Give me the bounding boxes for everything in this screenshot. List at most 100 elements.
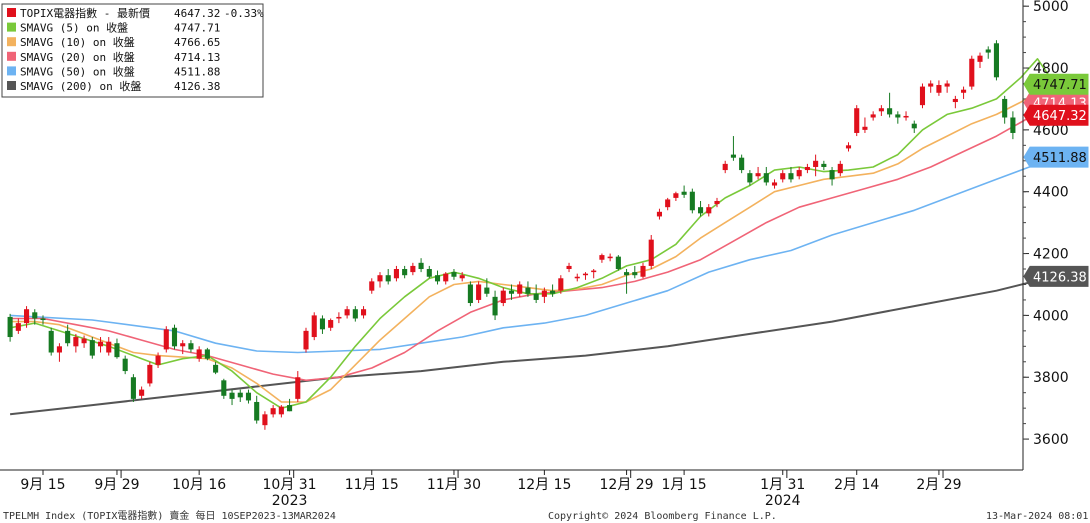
candle-body — [106, 341, 112, 353]
legend-sma5-swatch — [7, 22, 16, 32]
footer-copyright: Copyright© 2024 Bloomberg Finance L.P. — [548, 511, 777, 522]
candle-body — [459, 275, 465, 279]
candle-body — [451, 272, 457, 277]
candle-body — [114, 343, 120, 358]
candle-body — [961, 89, 967, 93]
candle-body — [319, 318, 325, 330]
candle-body — [582, 273, 589, 276]
candles — [7, 40, 1016, 430]
x-tick-label: 2月 29 — [916, 477, 961, 493]
legend-sma50-value: 4511.88 — [174, 65, 220, 78]
candle-body — [492, 296, 498, 316]
candle-body — [7, 316, 13, 338]
candle-body — [402, 269, 408, 276]
candle-body — [484, 287, 490, 294]
legend-sma10-label: SMAVG (10) on 收盤 — [20, 35, 135, 49]
candle-body — [665, 199, 671, 208]
candle-body — [911, 123, 917, 129]
y-tick-label: 4600 — [1033, 123, 1069, 139]
candle-body — [706, 207, 712, 214]
candle-body — [254, 401, 260, 421]
x-tick-label: 11月 30 — [427, 477, 481, 493]
y-tick-label: 3600 — [1033, 432, 1069, 448]
candle-body — [65, 330, 71, 344]
candle-body — [944, 83, 950, 87]
y-tick-label: 4200 — [1033, 247, 1069, 263]
candle-body — [722, 163, 728, 171]
sma5-line — [9, 58, 1055, 409]
axes: 3600 3800 4000 4200 4400 4600 4800 5000 9月 15 9月 … — [0, 0, 1069, 509]
candle-body — [24, 309, 30, 324]
legend-sma5-value: 4747.71 — [174, 22, 220, 35]
candle-body — [854, 108, 860, 133]
candle-body — [624, 272, 630, 276]
legend-sma20-swatch — [7, 51, 16, 61]
candle-body — [566, 265, 572, 270]
candle-body — [673, 193, 679, 198]
candle-body — [887, 108, 893, 115]
candle-body — [196, 349, 202, 359]
candle-body — [796, 170, 802, 177]
candle-body — [845, 145, 852, 149]
candle-body — [755, 173, 761, 177]
candle-body — [788, 173, 794, 180]
y-tick-label: 4000 — [1033, 308, 1069, 324]
candle-body — [81, 338, 87, 344]
candle-body — [541, 290, 547, 297]
legend-sma200-swatch — [7, 81, 16, 90]
candle-body — [434, 275, 441, 282]
candle-body — [32, 312, 38, 319]
candle-body — [278, 406, 284, 415]
candle-body — [40, 318, 46, 321]
candle-body — [245, 392, 252, 401]
candle-body — [550, 290, 556, 294]
footer-timestamp: 13-Mar-2024 08:01:45 — [986, 511, 1090, 522]
x-tick-label: 12月 15 — [517, 477, 571, 493]
candle-body — [681, 191, 687, 195]
candle-body — [393, 269, 399, 279]
candle-body — [352, 309, 358, 319]
candle-body — [821, 163, 827, 167]
legend-sma50-swatch — [7, 66, 16, 76]
legend-sma200-label: SMAVG (200) on 收盤 — [20, 79, 141, 93]
candle-body — [229, 392, 235, 399]
candle-body — [870, 114, 876, 118]
legend-main-swatch — [7, 8, 16, 17]
candle-body — [730, 154, 736, 158]
candle-body — [147, 364, 153, 384]
sma200-value-badge-text: 4126.38 — [1033, 270, 1087, 285]
candle-body — [780, 173, 786, 180]
y-tick-label: 5000 — [1033, 0, 1069, 15]
candle-body — [919, 86, 926, 106]
candle-body — [895, 114, 901, 118]
year-label: 2023 — [272, 493, 308, 509]
candle-body — [804, 166, 810, 171]
candle-body — [714, 200, 720, 205]
sma10-line — [10, 77, 1055, 403]
candle-body — [599, 255, 605, 260]
sma50-value-badge-text: 4511.88 — [1033, 151, 1087, 166]
legend-box — [1, 3, 264, 98]
x-tick-label: 12月 29 — [600, 477, 654, 493]
candle-body — [328, 320, 334, 328]
candle-body — [270, 408, 276, 415]
candle-body — [385, 275, 391, 282]
legend-main-label: TOPIX電器指數 - 最新價 — [20, 6, 150, 20]
candle-body — [188, 343, 194, 350]
candle-body — [763, 173, 769, 183]
candle-body — [615, 256, 621, 270]
legend: TOPIX電器指數 - 最新價 4647.32 -0.33% SMAVG (5) on… — [1, 3, 264, 98]
y-tick-label: 4800 — [1033, 61, 1069, 77]
candle-body — [689, 191, 695, 211]
candle-body — [262, 414, 268, 426]
candle-body — [928, 83, 934, 87]
candle-body — [418, 262, 424, 270]
candle-body — [139, 389, 145, 396]
candle-body — [287, 405, 293, 412]
y-tick-label: 3800 — [1033, 370, 1069, 386]
candle-body — [607, 256, 613, 259]
candle-body — [476, 284, 482, 300]
x-tick-label: 1月 15 — [662, 477, 707, 493]
candle-body — [640, 265, 646, 277]
